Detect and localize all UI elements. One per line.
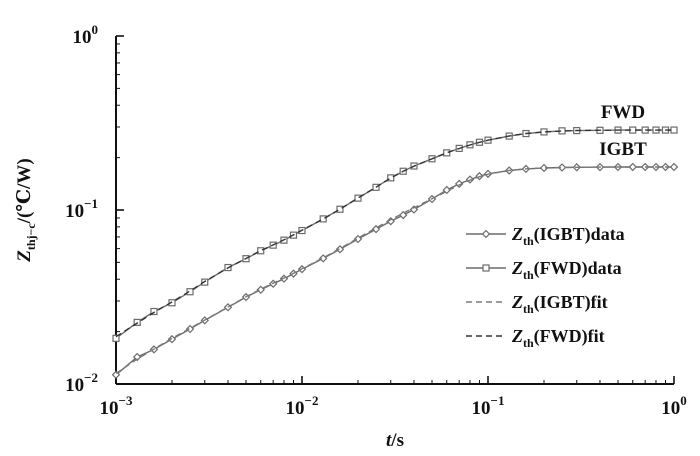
legend-item-fwd_fit: Zth(FWD)fit [466,326,605,350]
data-point-igbt_data [454,179,464,189]
series-layer [111,126,679,380]
data-point-igbt_data [335,244,345,254]
x-tick-label: 100 [661,393,687,419]
curve-labels: FWD IGBT [599,102,647,160]
x-axis-label-unit: /s [390,430,404,451]
legend-item-igbt_data: Zth(IGBT)data [466,224,625,248]
data-point-igbt_data [167,334,177,344]
y-axis-label: Zthj−c/(℃/W) [14,158,38,262]
data-point-igbt_data [132,352,142,362]
curve-label-fwd_data: FWD [601,102,645,123]
x-axis-label: t/s [386,430,404,451]
data-point-igbt_data [111,370,121,380]
series-line-igbt_fit [115,166,674,374]
y-tick-label: 10−1 [65,196,98,222]
data-point-fwd_data [443,149,451,157]
data-point-igbt_data [185,324,195,334]
y-tick-label: 100 [73,22,99,48]
data-point-igbt_data [371,224,381,234]
data-point-igbt_data [442,185,451,195]
data-point-igbt_data [386,216,395,226]
data-point-igbt_data [539,163,549,173]
data-point-fwd_data [150,307,158,316]
data-point-igbt_data [628,162,637,172]
series-fwd_fit [115,129,674,338]
legend-label: Zth(FWD)data [511,258,622,282]
x-tick-label: 10−3 [100,393,133,419]
series-igbt_fit [115,166,674,374]
legend-swatch-marker [482,264,490,272]
data-point-fwd_data [186,288,194,296]
data-point-fwd_data [670,126,678,134]
y-tick-label: 10−2 [65,370,98,396]
data-point-igbt_data [669,162,679,172]
y-axis-label-unit: /(℃/W) [14,158,35,224]
legend-label: Zth(FWD)fit [511,326,605,350]
x-axis-label-variable: t [386,430,392,451]
legend-label: Zth(IGBT)data [511,224,625,248]
data-point-igbt_data [557,163,567,172]
x-tick-label: 10−2 [286,393,319,419]
legend: Zth(IGBT)data Zth(FWD)data Zth(IGBT)fit Zth… [466,224,625,350]
legend-item-fwd_data: Zth(FWD)data [466,258,622,282]
data-point-fwd_data [354,194,362,202]
y-axis-label-variable: Z [14,250,35,263]
y-axis-label-subscript: thj−c [24,223,38,251]
legend-item-igbt_fit: Zth(IGBT)fit [466,292,608,316]
data-point-igbt_data [398,210,408,220]
data-point-fwd_data [112,334,120,342]
legend-label: Zth(IGBT)fit [511,292,608,316]
data-point-fwd_data [387,174,395,182]
data-point-igbt_data [409,205,419,214]
data-point-igbt_data [256,285,265,295]
series-line-fwd_fit [115,129,674,338]
x-tick-label: 10−1 [472,393,505,419]
legend-swatch-marker [481,229,491,239]
data-point-fwd_data [319,215,327,223]
data-point-fwd_data [336,205,344,213]
data-point-igbt_data [318,254,328,263]
data-point-igbt_data [353,234,363,244]
data-point-fwd_data [257,247,265,255]
curve-label-igbt_data: IGBT [599,139,647,160]
